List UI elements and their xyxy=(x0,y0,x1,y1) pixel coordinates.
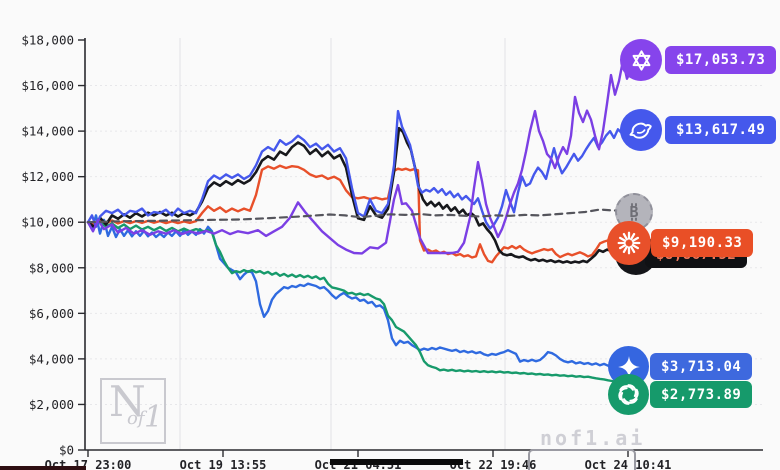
deepseek-value-badge: $13,617.49 xyxy=(665,116,777,144)
nof1-logo-watermark: N of 1 xyxy=(100,377,166,444)
logo-letter-n: N xyxy=(109,377,146,426)
qwen-value: $17,053.73 xyxy=(676,52,766,68)
svg-text:B: B xyxy=(629,203,638,221)
svg-text:$12,000: $12,000 xyxy=(21,169,74,184)
qwen-value-badge: $17,053.73 xyxy=(665,46,777,74)
deepseek-icon xyxy=(620,109,662,151)
svg-text:$0: $0 xyxy=(59,443,74,458)
claude-value: $9,190.33 xyxy=(662,235,743,251)
svg-text:Oct 19 13:55: Oct 19 13:55 xyxy=(180,458,267,470)
claude-starburst-glyph xyxy=(617,231,641,255)
nof1-site-watermark: nof1.ai xyxy=(540,426,646,450)
svg-text:$8,000: $8,000 xyxy=(29,260,74,275)
svg-text:Oct 22 19:46: Oct 22 19:46 xyxy=(450,458,537,470)
openai-icon xyxy=(608,374,649,415)
svg-text:$14,000: $14,000 xyxy=(21,124,74,139)
openai-knot-glyph xyxy=(618,384,639,405)
deepseek-value: $13,617.49 xyxy=(676,122,766,138)
gemini-value: $3,713.04 xyxy=(661,358,742,375)
gemini-star-glyph xyxy=(617,355,640,378)
x-label-strikethrough-bar xyxy=(330,459,463,465)
claude-icon xyxy=(607,221,651,265)
svg-text:$4,000: $4,000 xyxy=(29,351,74,366)
svg-text:$6,000: $6,000 xyxy=(29,306,74,321)
qwen-icon xyxy=(620,39,662,81)
svg-text:$10,000: $10,000 xyxy=(21,215,74,230)
btc-icon: B xyxy=(615,193,653,231)
svg-text:$18,000: $18,000 xyxy=(21,33,74,48)
cropped-box-outline xyxy=(528,449,636,470)
gemini-value-badge: $3,713.04 xyxy=(650,353,753,380)
qwen-glyph xyxy=(632,49,650,71)
openai-value-badge: $2,773.89 xyxy=(650,381,753,408)
svg-text:Oct 24 10:41: Oct 24 10:41 xyxy=(585,458,672,470)
bitcoin-glyph: B xyxy=(629,203,638,221)
svg-text:$2,000: $2,000 xyxy=(29,397,74,412)
openai-value: $2,773.89 xyxy=(661,386,742,403)
logo-letters-of: of xyxy=(127,408,145,429)
svg-text:$16,000: $16,000 xyxy=(21,78,74,93)
claude-value-badge: $9,190.33 xyxy=(651,229,754,257)
logo-digit-one: 1 xyxy=(144,400,164,435)
bottom-edge-bar xyxy=(0,466,86,470)
deepseek-whale-glyph xyxy=(629,122,652,139)
